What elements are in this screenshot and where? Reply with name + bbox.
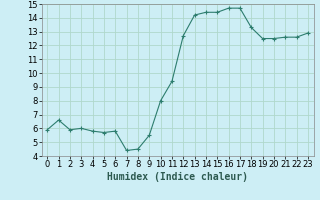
X-axis label: Humidex (Indice chaleur): Humidex (Indice chaleur) [107, 172, 248, 182]
